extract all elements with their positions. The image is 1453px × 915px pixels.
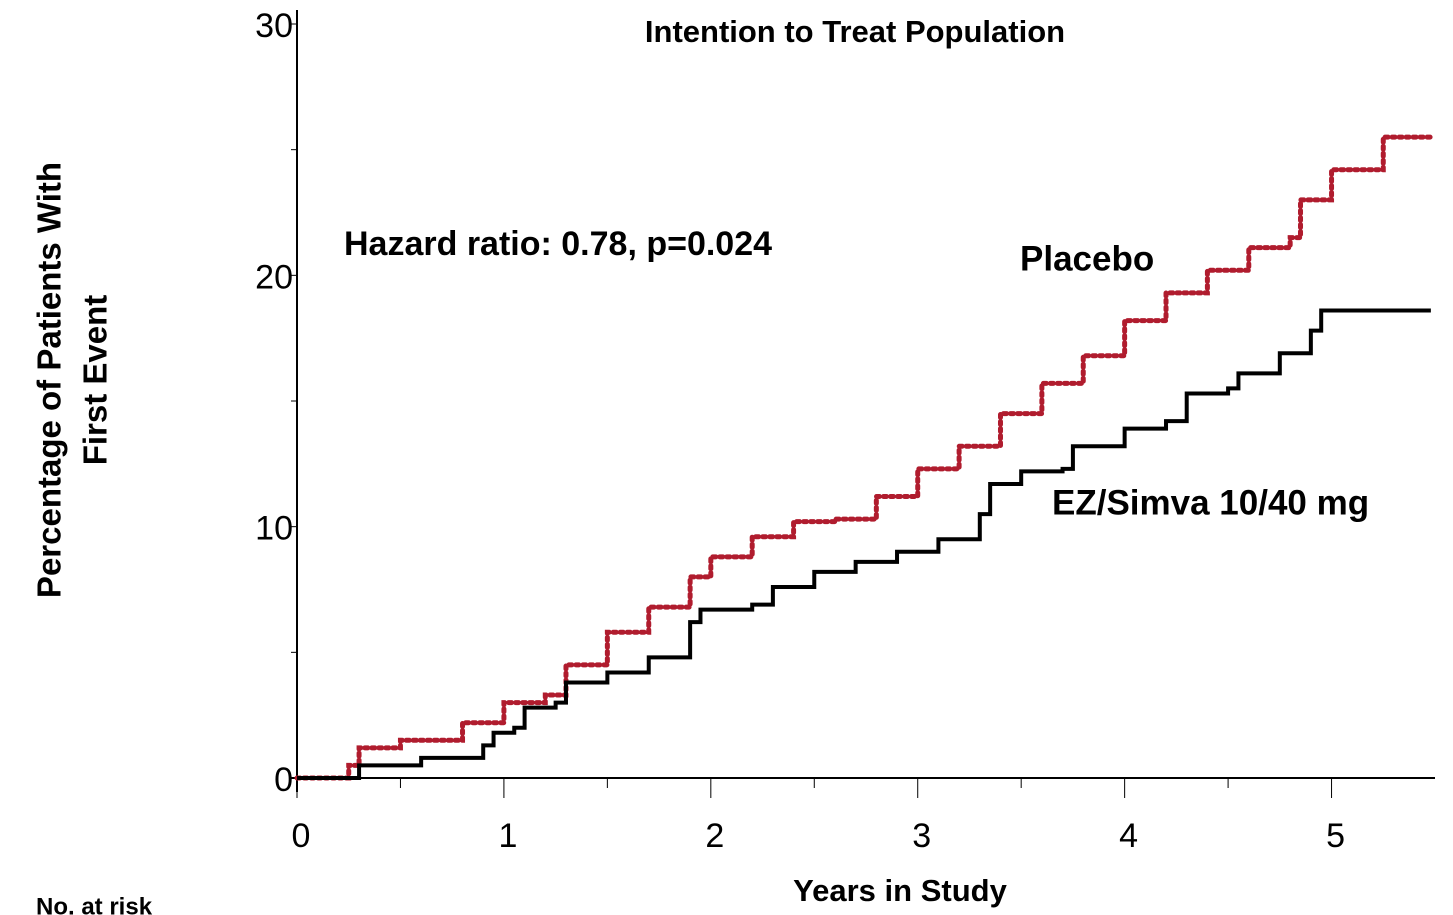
chart-title: Intention to Treat Population: [645, 14, 1065, 49]
x-axis-label: Years in Study: [793, 873, 1007, 908]
x-tick-label: 4: [1119, 817, 1138, 855]
y-axis-label: First Event: [77, 295, 114, 466]
km-curve: [297, 308, 1431, 780]
y-axis-label: Percentage of Patients With: [31, 162, 68, 598]
y-tick-label: 0: [274, 761, 293, 799]
series-label: EZ/Simva 10/40 mg: [1052, 483, 1369, 522]
series-label: Placebo: [1020, 239, 1154, 278]
km-curve: [294, 132, 1434, 781]
annotation: Hazard ratio: 0.78, p=0.024: [344, 225, 772, 263]
y-tick-label: 30: [255, 7, 293, 45]
x-tick-label: 3: [912, 817, 931, 855]
x-tick-label: 5: [1326, 817, 1345, 855]
x-tick-label: 1: [498, 817, 517, 855]
x-tick-label: 0: [292, 817, 311, 855]
footer: No. at risk: [36, 893, 153, 915]
y-tick-label: 20: [255, 258, 293, 296]
x-tick-label: 2: [705, 817, 724, 855]
y-tick-label: 10: [255, 510, 293, 548]
